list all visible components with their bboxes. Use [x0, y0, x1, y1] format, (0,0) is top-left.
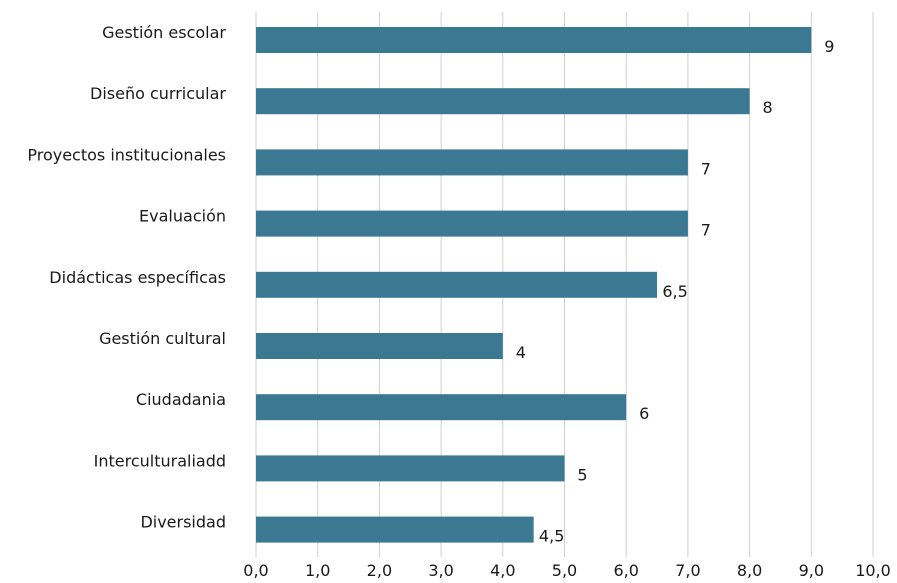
x-tick-label: 2,0 — [367, 561, 392, 580]
category-label: Diseño curricular — [90, 84, 226, 103]
data-label: 7 — [701, 221, 711, 240]
data-label: 5 — [577, 465, 587, 484]
x-tick-label: 4,0 — [490, 561, 515, 580]
bar — [256, 88, 750, 115]
bar — [256, 394, 627, 421]
data-label: 8 — [763, 98, 773, 117]
label-layer: 0,0 1,0 2,0 3,0 4,0 5,0 6,0 7,0 8,0 9,0 10,0 Gestió… — [27, 23, 890, 580]
x-tick-label: 0,0 — [243, 561, 268, 580]
data-label: 4 — [516, 343, 526, 362]
data-label: 9 — [824, 37, 834, 56]
category-label: Proyectos institucionales — [27, 145, 226, 164]
bar-layer — [256, 27, 812, 543]
x-tick-label: 1,0 — [305, 561, 330, 580]
x-tick-label: 10,0 — [855, 561, 891, 580]
category-label: Evaluación — [139, 207, 226, 226]
bar — [256, 210, 688, 237]
category-label: Gestión cultural — [99, 329, 226, 348]
category-label: Interculturaliadd — [94, 451, 226, 470]
x-tick-label: 3,0 — [428, 561, 453, 580]
x-tick-label: 7,0 — [675, 561, 700, 580]
bar — [256, 271, 658, 298]
data-label: 6,5 — [662, 282, 687, 301]
x-tick-label: 6,0 — [613, 561, 638, 580]
data-label: 4,5 — [539, 527, 564, 546]
x-tick-label: 5,0 — [552, 561, 577, 580]
category-label: Ciudadania — [136, 390, 226, 409]
category-label: Gestión escolar — [102, 23, 226, 42]
x-tick-label: 8,0 — [737, 561, 762, 580]
category-label: Didácticas específicas — [49, 268, 226, 287]
bar — [256, 333, 503, 359]
bar — [256, 455, 565, 482]
bar — [256, 149, 688, 176]
bar — [256, 516, 534, 543]
data-label: 7 — [701, 159, 711, 178]
category-label: Diversidad — [140, 513, 226, 532]
x-tick-label: 9,0 — [799, 561, 824, 580]
data-label: 6 — [639, 404, 649, 423]
bar — [256, 27, 812, 53]
